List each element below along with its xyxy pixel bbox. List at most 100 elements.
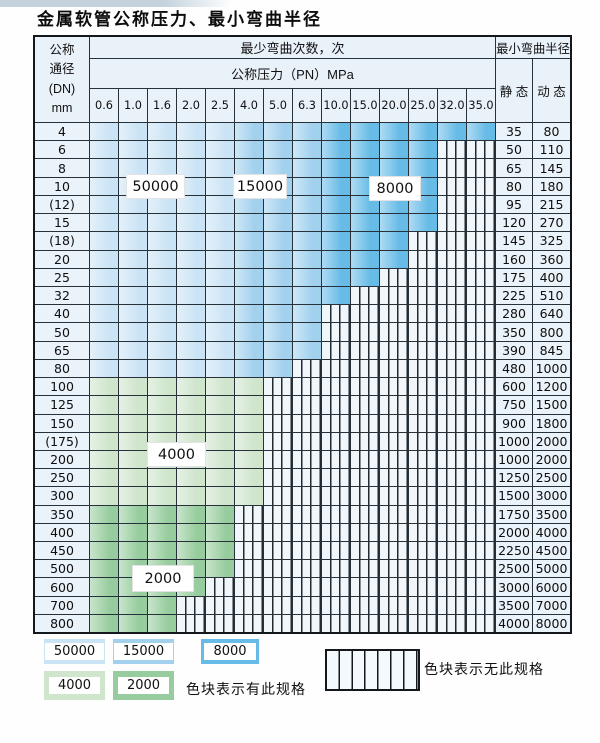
cell-pressure-nospec xyxy=(293,523,322,542)
dynamic-column-header: 动 态 xyxy=(533,59,570,123)
cell-dn: 20 xyxy=(35,250,90,268)
table-row: 20 160 360 xyxy=(35,250,570,269)
cell-pressure-nospec xyxy=(351,286,380,305)
cell-pressure-nospec xyxy=(380,323,409,341)
cell-pressure-available xyxy=(409,141,438,159)
cell-pressure-nospec xyxy=(351,414,380,432)
cell-pressure-available xyxy=(177,341,206,359)
cell-pressure-available xyxy=(322,159,351,177)
dn-header-line: (DN) xyxy=(48,81,76,96)
cell-pressure-nospec xyxy=(438,523,467,542)
cell-pressure-available xyxy=(177,214,206,232)
cell-pressure-nospec xyxy=(438,578,467,596)
cell-pressure-available xyxy=(264,286,293,305)
cell-dn: 65 xyxy=(35,341,90,359)
cell-pressure-available xyxy=(148,469,177,487)
cell-pressure-nospec xyxy=(467,542,496,560)
pressure-tick: 5.0 xyxy=(264,89,293,123)
cell-static-radius: 225 xyxy=(496,286,533,305)
cell-pressure-available xyxy=(177,123,206,141)
cell-pressure-nospec xyxy=(351,542,380,560)
cell-dn: 400 xyxy=(35,523,90,542)
cell-pressure-available xyxy=(90,505,119,523)
cell-pressure-available xyxy=(119,469,148,487)
cell-pressure-nospec xyxy=(351,505,380,523)
dn-column-header: 公称 通径 (DN) mm xyxy=(35,37,90,123)
cell-pressure-available xyxy=(293,323,322,341)
cell-pressure-available xyxy=(148,159,177,177)
cell-pressure-nospec xyxy=(409,268,438,286)
cell-pressure-available xyxy=(148,286,177,305)
cell-pressure-nospec xyxy=(264,542,293,560)
cell-pressure-nospec xyxy=(322,359,351,378)
cell-pressure-available xyxy=(119,323,148,341)
cell-dn: 40 xyxy=(35,305,90,323)
cell-pressure-available xyxy=(206,414,235,432)
cell-pressure-available xyxy=(90,542,119,560)
cell-pressure-nospec xyxy=(409,378,438,396)
cell-pressure-available xyxy=(293,305,322,323)
cell-pressure-available xyxy=(119,159,148,177)
radius-header-group: 最小弯曲半径 静 态 动 态 xyxy=(496,37,570,123)
cell-pressure-nospec xyxy=(322,469,351,487)
cell-pressure-nospec xyxy=(438,341,467,359)
table-row: 800 4000 8000 xyxy=(35,614,570,633)
cell-pressure-available xyxy=(148,232,177,250)
zone-label-4000: 4000 xyxy=(147,442,206,467)
table-row: 125 750 1500 xyxy=(35,396,570,415)
cell-pressure-available xyxy=(235,232,264,250)
cell-pressure-nospec xyxy=(322,578,351,596)
cell-pressure-nospec xyxy=(467,232,496,250)
cell-pressure-nospec xyxy=(322,542,351,560)
cell-pressure-available xyxy=(409,214,438,232)
cell-pressure-nospec xyxy=(467,141,496,159)
cell-pressure-available xyxy=(148,341,177,359)
cell-pressure-nospec xyxy=(438,596,467,614)
table-row: 40 280 640 xyxy=(35,305,570,324)
cell-pressure-nospec xyxy=(264,578,293,596)
cell-pressure-available xyxy=(177,159,206,177)
cell-static-radius: 750 xyxy=(496,396,533,414)
pressure-tick: 32.0 xyxy=(438,89,467,123)
cell-pressure-available xyxy=(119,542,148,560)
cell-pressure-nospec xyxy=(235,542,264,560)
cell-pressure-available xyxy=(90,396,119,414)
legend-swatch: 2000 xyxy=(113,671,174,700)
cell-dn: 32 xyxy=(35,286,90,305)
cell-dynamic-radius: 2000 xyxy=(533,450,570,469)
cell-dn: 700 xyxy=(35,596,90,614)
table-row: (18) 145 325 xyxy=(35,232,570,251)
cell-pressure-nospec xyxy=(380,305,409,323)
cell-pressure-nospec xyxy=(438,177,467,195)
cell-pressure-available xyxy=(119,505,148,523)
cell-pressure-nospec xyxy=(206,578,235,596)
table-header: 公称 通径 (DN) mm 最少弯曲次数，次 公称压力（PN）MPa 0.6 1.… xyxy=(35,37,570,123)
cell-dynamic-radius: 2500 xyxy=(533,469,570,487)
cell-dn: 800 xyxy=(35,614,90,633)
cell-pressure-available xyxy=(293,141,322,159)
cell-pressure-nospec xyxy=(322,614,351,633)
cell-pressure-nospec xyxy=(467,268,496,286)
cell-pressure-available xyxy=(148,414,177,432)
cell-dn: 125 xyxy=(35,396,90,414)
spec-table: 公称 通径 (DN) mm 最少弯曲次数，次 公称压力（PN）MPa 0.6 1.… xyxy=(33,35,572,634)
cell-pressure-nospec xyxy=(438,232,467,250)
cell-pressure-available xyxy=(264,159,293,177)
cell-pressure-nospec xyxy=(293,432,322,450)
cell-pressure-available xyxy=(206,396,235,414)
cell-pressure-available xyxy=(90,123,119,141)
cell-pressure-nospec xyxy=(264,596,293,614)
cell-pressure-nospec xyxy=(293,396,322,414)
cell-pressure-available xyxy=(264,214,293,232)
cell-pressure-available xyxy=(90,341,119,359)
cell-pressure-nospec xyxy=(293,560,322,578)
cell-pressure-available xyxy=(119,250,148,268)
cell-pressure-available xyxy=(351,141,380,159)
cell-pressure-available xyxy=(206,523,235,542)
cell-pressure-available xyxy=(293,177,322,195)
cell-static-radius: 280 xyxy=(496,305,533,323)
cell-pressure-available xyxy=(235,268,264,286)
table-row: 400 2000 4000 xyxy=(35,523,570,543)
pressure-tick: 2.5 xyxy=(206,89,235,123)
cell-pressure-available xyxy=(206,450,235,469)
